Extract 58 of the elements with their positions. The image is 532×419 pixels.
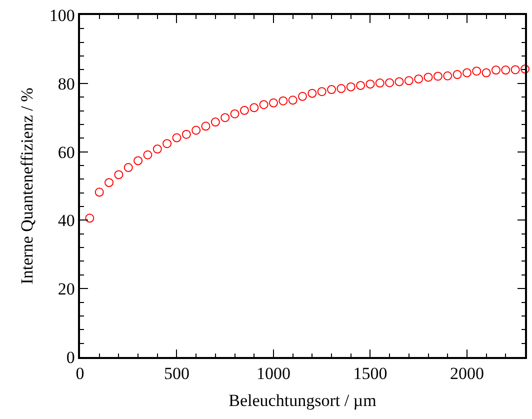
point (375, 78, 384, 88)
point (491, 66, 500, 75)
point (192, 126, 201, 135)
point (201, 122, 210, 131)
point (394, 77, 404, 86)
point (346, 82, 356, 92)
point (520, 64, 530, 74)
y-tick-label: 40 (58, 211, 75, 230)
y-tick-label: 100 (49, 6, 75, 25)
point (308, 88, 317, 98)
point (510, 65, 520, 74)
point (182, 130, 191, 139)
point (482, 68, 491, 78)
point (424, 72, 433, 82)
point (366, 80, 375, 89)
point (317, 87, 326, 96)
point (143, 150, 152, 160)
point (259, 100, 268, 110)
x-tick-label: 2000 (450, 364, 484, 384)
point (124, 163, 133, 172)
point (356, 80, 366, 90)
x-axis-title: Beleuchtungsort / µm (228, 391, 376, 410)
point (240, 106, 249, 115)
point (172, 133, 182, 142)
y-tick-label: 20 (58, 280, 75, 299)
y-tick-label: 0 (66, 348, 75, 367)
x-tick-label: 1000 (256, 364, 290, 384)
point (268, 98, 278, 108)
point (501, 66, 510, 75)
point (404, 76, 414, 86)
point (336, 84, 346, 94)
point (230, 109, 240, 118)
point (114, 170, 124, 180)
point (152, 144, 162, 154)
point (278, 96, 288, 106)
point (94, 188, 104, 197)
point (472, 66, 482, 76)
y-tick-label: 60 (58, 142, 75, 162)
point (104, 178, 114, 188)
x-tick-label: 500 (164, 364, 190, 384)
x-tick-label: 1500 (353, 364, 388, 384)
point (414, 74, 424, 84)
point (298, 92, 307, 101)
point (288, 96, 298, 105)
point (85, 214, 94, 223)
point (162, 139, 172, 148)
y-tick-label: 80 (58, 74, 75, 94)
point (462, 68, 472, 78)
point (452, 70, 462, 80)
point (250, 103, 259, 112)
point (210, 118, 220, 127)
y-axis-title: Interne Quanteneffizienz / % (17, 88, 36, 284)
point (134, 156, 143, 166)
point (443, 71, 452, 80)
point (327, 85, 336, 94)
point (220, 113, 230, 122)
point (433, 72, 442, 81)
point (385, 78, 394, 88)
